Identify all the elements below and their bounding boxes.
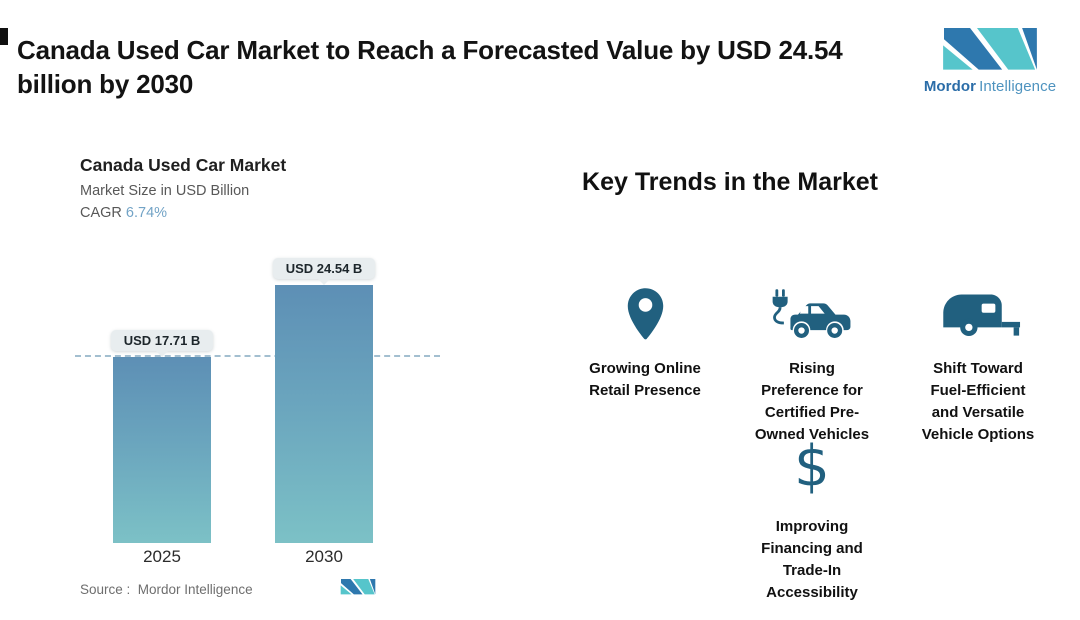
page-title: Canada Used Car Market to Reach a Foreca… — [17, 35, 843, 99]
source-label: Source : Mordor Intelligence — [80, 582, 253, 597]
brand-logo: Mordor Intelligence — [916, 28, 1064, 95]
value-label-callout: USD 17.71 B — [111, 330, 213, 351]
chart-title: Canada Used Car Market — [80, 155, 287, 175]
trend-caption: Shift Toward Fuel-Efficient and Versatil… — [921, 360, 1035, 443]
trend-item-financing: $ Improving Financing and Trade-In Acces… — [732, 420, 892, 604]
trend-item-fuel-efficient: Shift Toward Fuel-Efficient and Versatil… — [898, 256, 1058, 446]
trend-caption: Improving Financing and Trade-In Accessi… — [761, 518, 863, 601]
camper-trailer-icon — [943, 294, 1021, 337]
cagr-line: CAGR 6.74% — [80, 205, 440, 221]
trend-item-certified-preowned: Rising Preference for Certified Pre- Own… — [732, 256, 892, 446]
cagr-label: CAGR — [80, 205, 122, 221]
trend-item-online-retail: Growing Online Retail Presence — [565, 256, 725, 402]
mini-brand-mark-icon — [340, 579, 376, 595]
bar-chart: Canada Used Car Market Market Size in US… — [0, 0, 470, 620]
chart-subtitle: Market Size in USD Billion — [80, 183, 250, 199]
bar-group-2030: USD 24.54 B 2030 — [273, 0, 375, 620]
location-pin-icon — [627, 288, 663, 340]
reference-dashed-line — [75, 355, 440, 357]
electric-car-icon — [772, 289, 851, 338]
trend-caption: Rising Preference for Certified Pre- Own… — [754, 360, 870, 443]
brand-name-regular: Intelligence — [979, 78, 1057, 95]
trend-caption: Growing Online Retail Presence — [589, 360, 701, 399]
corner-mark — [0, 28, 8, 45]
axis-tick-2025: 2025 — [143, 547, 181, 566]
trends-heading: Key Trends in the Market — [582, 168, 878, 196]
bar-2030 — [275, 285, 373, 543]
dollar-sign-icon: $ — [794, 434, 830, 499]
value-label-callout: USD 24.54 B — [273, 258, 375, 279]
brand-name-bold: Mordor — [923, 78, 977, 95]
chart-header: Canada Used Car Market Market Size in US… — [80, 155, 440, 221]
mordor-intelligence-mark-icon — [943, 28, 1037, 70]
bar-2025 — [113, 357, 211, 543]
brand-name: Mordor Intelligence — [916, 78, 1064, 95]
bar-group-2025: USD 17.71 B 2025 — [111, 0, 213, 620]
cagr-value: 6.74% — [125, 205, 168, 221]
axis-tick-2030: 2030 — [305, 547, 343, 566]
